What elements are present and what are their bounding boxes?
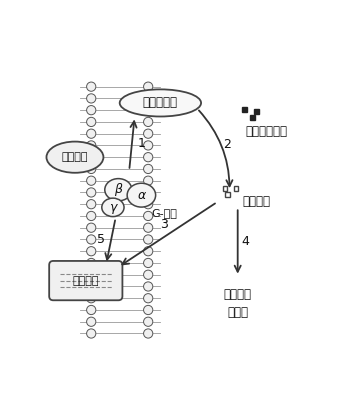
Circle shape [144, 200, 153, 209]
Ellipse shape [120, 89, 201, 116]
Text: 离子通道: 离子通道 [72, 276, 99, 286]
Ellipse shape [102, 198, 124, 217]
Circle shape [144, 176, 153, 185]
Text: 第二信使前体: 第二信使前体 [245, 125, 287, 138]
Circle shape [144, 247, 153, 256]
Circle shape [144, 94, 153, 103]
Bar [254, 109, 259, 114]
Text: α: α [137, 189, 146, 202]
Ellipse shape [127, 183, 156, 207]
Text: β: β [114, 183, 122, 196]
Circle shape [144, 329, 153, 338]
Circle shape [86, 270, 96, 279]
Text: 第二信使: 第二信使 [243, 195, 271, 208]
Bar [250, 115, 255, 120]
Circle shape [86, 294, 96, 303]
Text: 受体蛋白: 受体蛋白 [62, 152, 88, 162]
Text: 4: 4 [242, 235, 250, 248]
Circle shape [86, 82, 96, 91]
Circle shape [86, 188, 96, 197]
Circle shape [144, 106, 153, 115]
Bar [223, 186, 227, 191]
Text: γ: γ [109, 201, 117, 214]
Circle shape [86, 317, 96, 327]
Bar [242, 107, 247, 112]
Circle shape [144, 188, 153, 197]
Circle shape [86, 247, 96, 256]
Circle shape [144, 117, 153, 126]
Circle shape [144, 153, 153, 162]
Circle shape [144, 129, 153, 138]
Circle shape [144, 294, 153, 303]
Bar [234, 186, 238, 191]
Ellipse shape [47, 141, 104, 173]
Text: 膜效应器酶: 膜效应器酶 [143, 97, 178, 109]
Circle shape [86, 153, 96, 162]
Circle shape [144, 211, 153, 220]
Text: 3: 3 [160, 218, 168, 231]
Text: 蛋白激酶
及其他: 蛋白激酶 及其他 [224, 288, 252, 319]
FancyBboxPatch shape [49, 261, 122, 300]
Circle shape [86, 129, 96, 138]
Text: 1: 1 [137, 137, 145, 150]
Circle shape [144, 317, 153, 327]
Circle shape [144, 270, 153, 279]
Circle shape [86, 117, 96, 126]
Circle shape [86, 282, 96, 291]
Circle shape [86, 258, 96, 267]
Circle shape [86, 211, 96, 220]
Text: 2: 2 [223, 139, 231, 151]
Circle shape [86, 200, 96, 209]
Text: 5: 5 [97, 233, 105, 246]
Circle shape [144, 82, 153, 91]
Bar [225, 192, 230, 196]
Circle shape [144, 164, 153, 173]
Circle shape [144, 141, 153, 150]
Circle shape [144, 258, 153, 267]
Circle shape [144, 305, 153, 314]
Circle shape [86, 305, 96, 314]
Circle shape [144, 223, 153, 232]
Ellipse shape [105, 178, 132, 201]
Circle shape [144, 282, 153, 291]
Circle shape [86, 223, 96, 232]
Circle shape [86, 106, 96, 115]
Circle shape [86, 329, 96, 338]
Circle shape [86, 164, 96, 173]
Circle shape [144, 235, 153, 244]
Circle shape [86, 94, 96, 103]
Text: G-蛋白: G-蛋白 [151, 208, 177, 218]
Circle shape [86, 141, 96, 150]
Circle shape [86, 235, 96, 244]
Circle shape [86, 176, 96, 185]
